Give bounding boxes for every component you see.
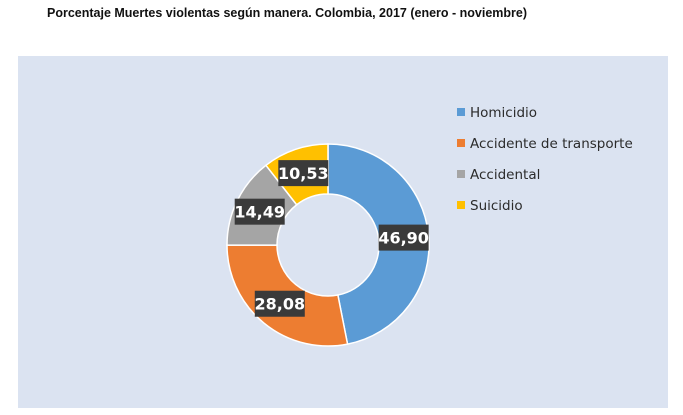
slice-homicidio: [327, 143, 430, 345]
data-label-text: 14,49: [234, 203, 285, 222]
legend-swatch: [457, 139, 465, 147]
chart-title: Porcentaje Muertes violentas según maner…: [47, 6, 528, 20]
legend-item-accidental: Accidental: [457, 167, 540, 183]
data-label-suicidio: 10,53: [278, 160, 329, 187]
data-label-text: 46,90: [378, 229, 429, 248]
data-label-box: [378, 224, 429, 251]
data-label-box: [254, 290, 305, 317]
legend-label: Accidental: [470, 167, 540, 183]
legend-item-accidente-de-transporte: Accidente de transporte: [457, 136, 633, 152]
data-label-homicidio: 46,90: [378, 224, 429, 251]
chart-legend: Homicidio Accidente de transporte Accident…: [457, 105, 633, 214]
data-labels: 46,90 28,08 14,49 10,53: [234, 160, 429, 317]
legend-swatch: [457, 108, 465, 116]
donut-chart: 46,90 28,08 14,49 10,53 Homicidio Accidente …: [226, 105, 633, 347]
legend-item-homicidio: Homicidio: [457, 105, 537, 121]
data-label-accidental: 14,49: [234, 198, 285, 225]
legend-swatch: [457, 201, 465, 209]
data-label-accidente-de-transporte: 28,08: [254, 290, 305, 317]
legend-item-suicidio: Suicidio: [457, 198, 523, 214]
data-label-text: 28,08: [254, 295, 305, 314]
data-label-box: [234, 198, 285, 225]
legend-swatch: [457, 170, 465, 178]
data-label-text: 10,53: [278, 164, 329, 183]
legend-label: Suicidio: [470, 198, 523, 214]
legend-label: Homicidio: [470, 105, 537, 121]
legend-label: Accidente de transporte: [470, 136, 633, 152]
data-label-box: [278, 160, 329, 187]
chart-plot-area: 46,90 28,08 14,49 10,53 Homicidio Accidente …: [18, 56, 668, 408]
